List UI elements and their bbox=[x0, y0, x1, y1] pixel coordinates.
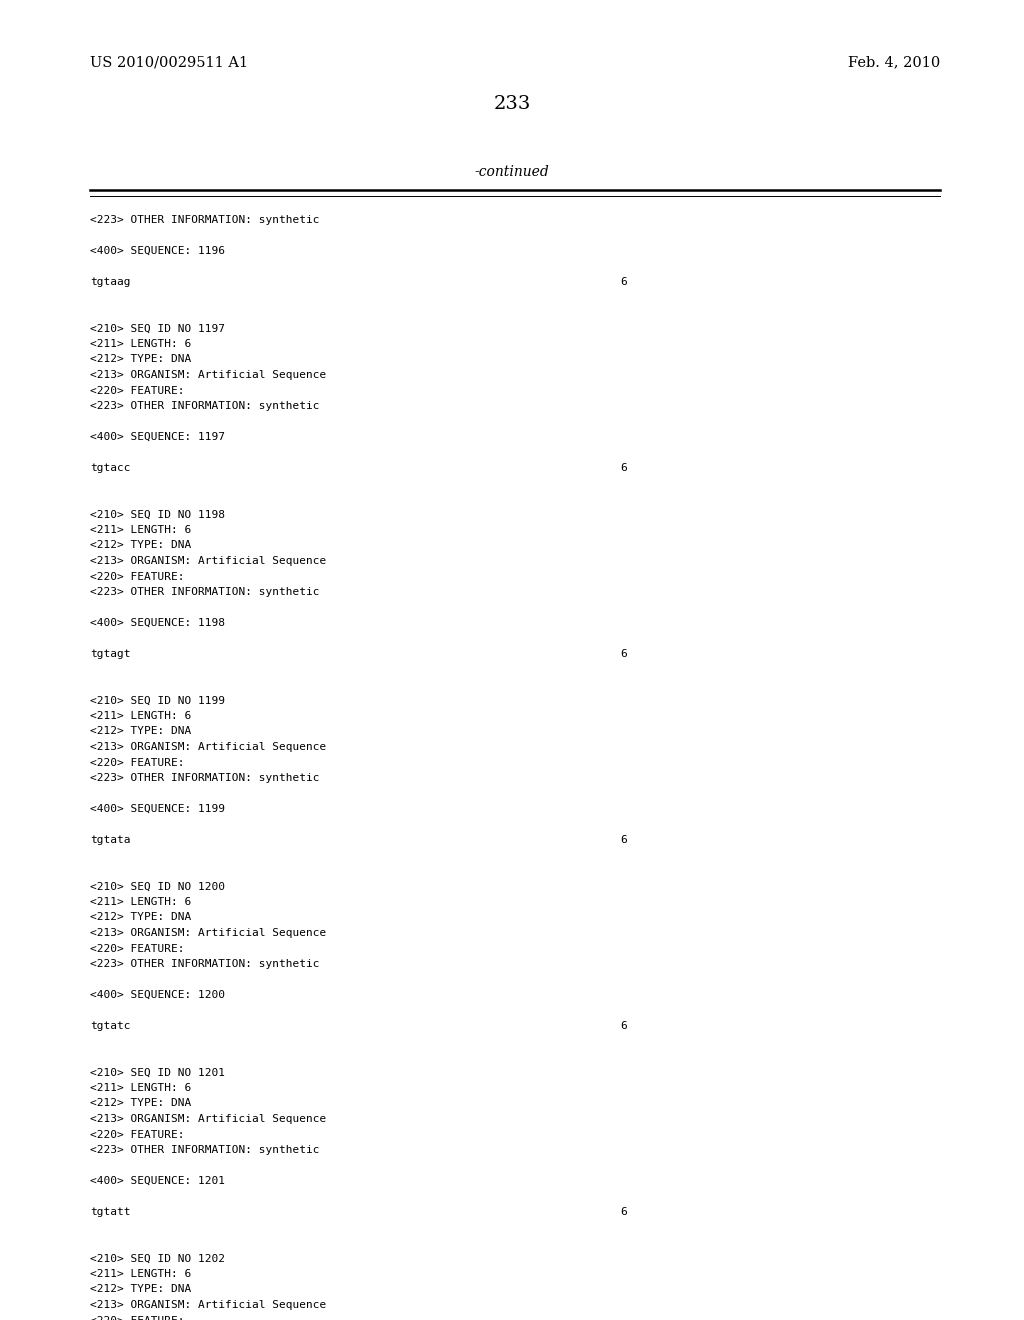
Text: <213> ORGANISM: Artificial Sequence: <213> ORGANISM: Artificial Sequence bbox=[90, 1300, 327, 1309]
Text: <212> TYPE: DNA: <212> TYPE: DNA bbox=[90, 1284, 191, 1295]
Text: <220> FEATURE:: <220> FEATURE: bbox=[90, 944, 184, 953]
Text: <212> TYPE: DNA: <212> TYPE: DNA bbox=[90, 355, 191, 364]
Text: <400> SEQUENCE: 1201: <400> SEQUENCE: 1201 bbox=[90, 1176, 225, 1185]
Text: <223> OTHER INFORMATION: synthetic: <223> OTHER INFORMATION: synthetic bbox=[90, 587, 319, 597]
Text: <220> FEATURE:: <220> FEATURE: bbox=[90, 385, 184, 396]
Text: tgtata: tgtata bbox=[90, 836, 130, 845]
Text: <220> FEATURE:: <220> FEATURE: bbox=[90, 1316, 184, 1320]
Text: <211> LENGTH: 6: <211> LENGTH: 6 bbox=[90, 1082, 191, 1093]
Text: <213> ORGANISM: Artificial Sequence: <213> ORGANISM: Artificial Sequence bbox=[90, 370, 327, 380]
Text: tgtatc: tgtatc bbox=[90, 1020, 130, 1031]
Text: <211> LENGTH: 6: <211> LENGTH: 6 bbox=[90, 898, 191, 907]
Text: tgtaag: tgtaag bbox=[90, 277, 130, 286]
Text: <223> OTHER INFORMATION: synthetic: <223> OTHER INFORMATION: synthetic bbox=[90, 1144, 319, 1155]
Text: <223> OTHER INFORMATION: synthetic: <223> OTHER INFORMATION: synthetic bbox=[90, 215, 319, 224]
Text: <213> ORGANISM: Artificial Sequence: <213> ORGANISM: Artificial Sequence bbox=[90, 556, 327, 566]
Text: <211> LENGTH: 6: <211> LENGTH: 6 bbox=[90, 339, 191, 348]
Text: <212> TYPE: DNA: <212> TYPE: DNA bbox=[90, 540, 191, 550]
Text: <400> SEQUENCE: 1199: <400> SEQUENCE: 1199 bbox=[90, 804, 225, 814]
Text: <211> LENGTH: 6: <211> LENGTH: 6 bbox=[90, 525, 191, 535]
Text: <400> SEQUENCE: 1196: <400> SEQUENCE: 1196 bbox=[90, 246, 225, 256]
Text: <210> SEQ ID NO 1197: <210> SEQ ID NO 1197 bbox=[90, 323, 225, 334]
Text: 6: 6 bbox=[620, 649, 627, 659]
Text: 6: 6 bbox=[620, 277, 627, 286]
Text: <213> ORGANISM: Artificial Sequence: <213> ORGANISM: Artificial Sequence bbox=[90, 1114, 327, 1125]
Text: 6: 6 bbox=[620, 1206, 627, 1217]
Text: <210> SEQ ID NO 1199: <210> SEQ ID NO 1199 bbox=[90, 696, 225, 705]
Text: tgtagt: tgtagt bbox=[90, 649, 130, 659]
Text: tgtacc: tgtacc bbox=[90, 463, 130, 473]
Text: Feb. 4, 2010: Feb. 4, 2010 bbox=[848, 55, 940, 69]
Text: 6: 6 bbox=[620, 463, 627, 473]
Text: <223> OTHER INFORMATION: synthetic: <223> OTHER INFORMATION: synthetic bbox=[90, 960, 319, 969]
Text: <220> FEATURE:: <220> FEATURE: bbox=[90, 758, 184, 767]
Text: 6: 6 bbox=[620, 836, 627, 845]
Text: <212> TYPE: DNA: <212> TYPE: DNA bbox=[90, 726, 191, 737]
Text: 233: 233 bbox=[494, 95, 530, 114]
Text: <211> LENGTH: 6: <211> LENGTH: 6 bbox=[90, 711, 191, 721]
Text: <223> OTHER INFORMATION: synthetic: <223> OTHER INFORMATION: synthetic bbox=[90, 401, 319, 411]
Text: <210> SEQ ID NO 1202: <210> SEQ ID NO 1202 bbox=[90, 1254, 225, 1263]
Text: <213> ORGANISM: Artificial Sequence: <213> ORGANISM: Artificial Sequence bbox=[90, 928, 327, 939]
Text: <220> FEATURE:: <220> FEATURE: bbox=[90, 572, 184, 582]
Text: US 2010/0029511 A1: US 2010/0029511 A1 bbox=[90, 55, 248, 69]
Text: <400> SEQUENCE: 1197: <400> SEQUENCE: 1197 bbox=[90, 432, 225, 442]
Text: <212> TYPE: DNA: <212> TYPE: DNA bbox=[90, 912, 191, 923]
Text: <211> LENGTH: 6: <211> LENGTH: 6 bbox=[90, 1269, 191, 1279]
Text: <213> ORGANISM: Artificial Sequence: <213> ORGANISM: Artificial Sequence bbox=[90, 742, 327, 752]
Text: <212> TYPE: DNA: <212> TYPE: DNA bbox=[90, 1098, 191, 1109]
Text: tgtatt: tgtatt bbox=[90, 1206, 130, 1217]
Text: <210> SEQ ID NO 1200: <210> SEQ ID NO 1200 bbox=[90, 882, 225, 891]
Text: <210> SEQ ID NO 1198: <210> SEQ ID NO 1198 bbox=[90, 510, 225, 520]
Text: <210> SEQ ID NO 1201: <210> SEQ ID NO 1201 bbox=[90, 1068, 225, 1077]
Text: <400> SEQUENCE: 1200: <400> SEQUENCE: 1200 bbox=[90, 990, 225, 1001]
Text: <223> OTHER INFORMATION: synthetic: <223> OTHER INFORMATION: synthetic bbox=[90, 774, 319, 783]
Text: 6: 6 bbox=[620, 1020, 627, 1031]
Text: -continued: -continued bbox=[475, 165, 549, 180]
Text: <400> SEQUENCE: 1198: <400> SEQUENCE: 1198 bbox=[90, 618, 225, 628]
Text: <220> FEATURE:: <220> FEATURE: bbox=[90, 1130, 184, 1139]
